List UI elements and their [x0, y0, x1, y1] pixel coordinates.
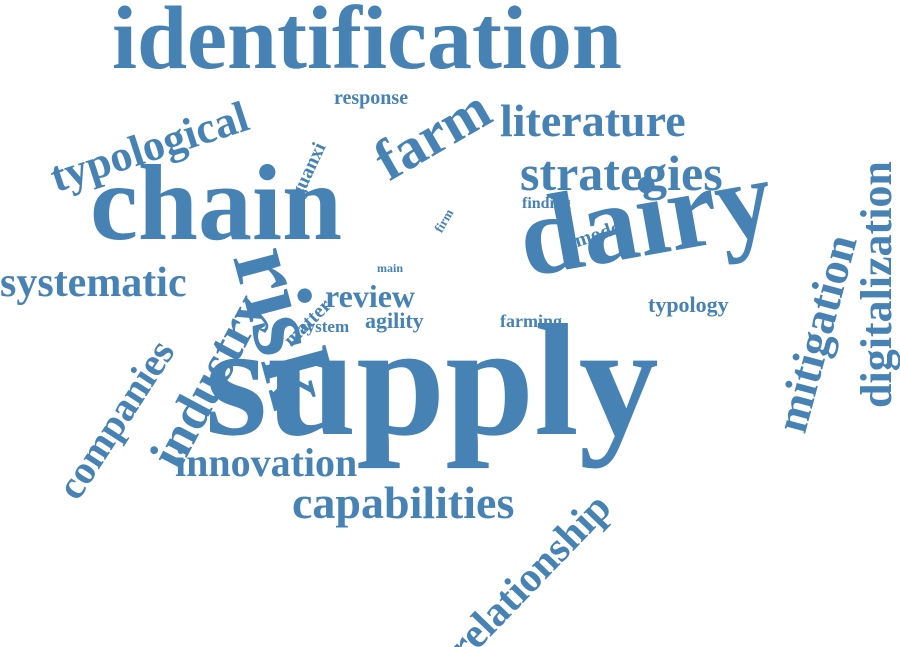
- word-supply: supply: [205, 291, 659, 469]
- word-mitigation: mitigation: [765, 229, 867, 438]
- word-farming: farming: [500, 311, 562, 331]
- word-typology: typology: [648, 292, 729, 317]
- word-literature: literature: [500, 95, 686, 146]
- word-systematic: systematic: [0, 260, 187, 306]
- word-main: main: [377, 261, 404, 275]
- word-firm: firm: [431, 206, 457, 235]
- word-innovation: innovation: [175, 440, 358, 485]
- word-digitalization: digitalization: [852, 161, 900, 408]
- word-capabilities: capabilities: [292, 477, 515, 528]
- word-system: system: [300, 317, 350, 336]
- word-chain: chain: [90, 144, 343, 263]
- word-strategies: strategies: [520, 145, 723, 201]
- word-identification: identification: [112, 0, 622, 88]
- word-agility: agility: [365, 308, 424, 333]
- word-review: review: [325, 278, 416, 314]
- word-response: response: [334, 87, 409, 109]
- word-finding: finding: [522, 195, 571, 212]
